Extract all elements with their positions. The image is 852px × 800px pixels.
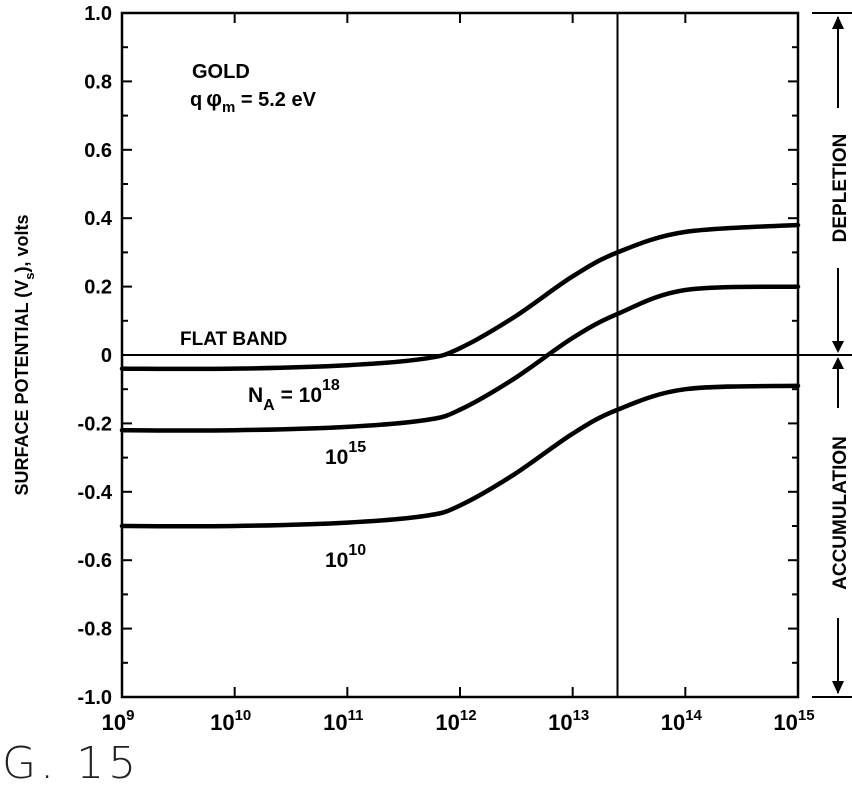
- x-tick-label: 1013: [548, 707, 589, 735]
- y-tick-label: -0.6: [78, 550, 112, 572]
- x-tick-base: 10: [435, 710, 459, 735]
- y-tick-label: -0.8: [78, 619, 112, 641]
- flat-band-label: FLAT BAND: [180, 329, 287, 350]
- x-tick-label: 109: [102, 707, 135, 735]
- workfunction-sub: m: [222, 99, 235, 116]
- series-label-exp: 15: [348, 439, 366, 456]
- y-tick-label: 1.0: [84, 3, 112, 25]
- x-tick-label: 1014: [661, 707, 703, 735]
- y-axis-label-main: SURFACE POTENTIAL (V: [12, 280, 32, 496]
- y-tick-label: 0.6: [84, 140, 112, 162]
- series-label-base: 10: [325, 549, 348, 572]
- series-label-1e10: 1010: [325, 542, 366, 572]
- accumulation-label: ACCUMULATION: [830, 436, 851, 590]
- x-tick-exponent: 11: [348, 707, 364, 724]
- y-tick-label: 0.2: [84, 277, 112, 299]
- depletion-arrowhead-down: [832, 341, 844, 353]
- series-line-1: [119, 284, 801, 433]
- series-label-1e15: 1015: [325, 439, 366, 469]
- x-tick-base: 10: [323, 710, 347, 735]
- workfunction-phi: φ: [206, 86, 222, 111]
- x-tick-base: 10: [661, 710, 685, 735]
- series-label-base: N: [248, 384, 263, 407]
- x-tick-exponent: 12: [460, 707, 477, 724]
- y-axis-label-sub: s: [22, 273, 37, 280]
- series-line-0: [119, 222, 801, 372]
- series-label-exp: 18: [322, 377, 340, 394]
- x-tick-exponent: 13: [573, 707, 590, 724]
- y-tick-label: -1.0: [78, 687, 112, 709]
- series-label-exp: 10: [348, 542, 366, 559]
- x-tick-label: 1015: [773, 707, 814, 735]
- workfunction-q: q: [190, 89, 202, 111]
- x-tick-label: 1012: [435, 707, 476, 735]
- y-axis-label: SURFACE POTENTIAL (Vs), volts: [12, 215, 37, 496]
- series-label-sub: A: [263, 397, 275, 414]
- x-tick-exponent: 10: [235, 707, 252, 724]
- y-tick-label: -0.2: [78, 413, 112, 435]
- y-tick-label: 0.8: [84, 71, 112, 93]
- series-label-base: 10: [325, 446, 348, 469]
- y-tick-label: -0.4: [78, 482, 113, 504]
- x-tick-label: 1010: [210, 707, 251, 735]
- depletion-label: DEPLETION: [830, 134, 851, 243]
- x-tick-base: 10: [773, 710, 797, 735]
- depletion-arrowhead-up: [832, 16, 844, 29]
- x-tick-exponent: 9: [126, 707, 134, 724]
- material-label: GOLD: [192, 61, 250, 83]
- x-tick-label: 1011: [323, 707, 363, 735]
- x-tick-exponent: 15: [798, 707, 815, 724]
- series-group: [119, 222, 801, 529]
- x-tick-base: 10: [548, 710, 572, 735]
- x-tick-base: 10: [102, 710, 126, 735]
- y-tick-label: 0.4: [84, 208, 113, 230]
- series-label-na-1e18: NA = 1018: [248, 377, 340, 414]
- y-tick-label: 0: [101, 345, 112, 367]
- accumulation-arrowhead-down: [832, 681, 844, 694]
- workfunction-label: q φm = 5.2 eV: [190, 86, 317, 116]
- accumulation-arrowhead-up: [832, 357, 844, 369]
- x-tick-base: 10: [210, 710, 234, 735]
- x-tick-exponent: 14: [685, 707, 702, 724]
- y-axis-label-tail: ), volts: [12, 215, 32, 273]
- figure-label: G. 15: [2, 738, 141, 789]
- workfunction-value: = 5.2 eV: [235, 89, 316, 111]
- series-label-mid: = 10: [275, 384, 322, 407]
- series-line-2: [119, 383, 801, 529]
